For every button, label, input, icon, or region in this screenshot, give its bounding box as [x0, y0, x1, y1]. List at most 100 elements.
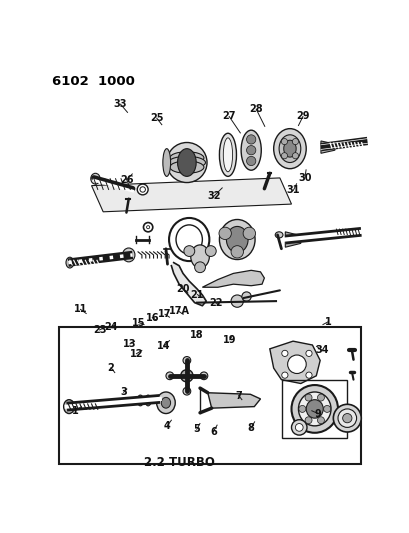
Text: 6102  1000: 6102 1000 [52, 75, 135, 88]
Ellipse shape [145, 395, 151, 406]
Ellipse shape [291, 419, 306, 435]
Text: 33: 33 [113, 99, 127, 109]
Circle shape [323, 406, 330, 413]
Ellipse shape [243, 227, 255, 239]
Ellipse shape [177, 149, 196, 176]
Ellipse shape [274, 232, 282, 238]
Text: 32: 32 [207, 191, 220, 201]
Ellipse shape [168, 156, 205, 168]
Circle shape [317, 394, 324, 401]
Text: 34: 34 [315, 345, 328, 356]
Ellipse shape [291, 385, 337, 433]
Polygon shape [171, 263, 206, 306]
Text: 25: 25 [150, 113, 163, 123]
Text: 14: 14 [157, 341, 171, 351]
Text: 5: 5 [193, 424, 200, 434]
Text: 6: 6 [209, 427, 216, 437]
Ellipse shape [337, 409, 356, 427]
Polygon shape [207, 393, 260, 408]
Ellipse shape [182, 387, 190, 395]
Polygon shape [202, 270, 264, 287]
Ellipse shape [190, 245, 209, 268]
Ellipse shape [298, 392, 330, 426]
Ellipse shape [169, 161, 203, 173]
Circle shape [143, 223, 153, 232]
Ellipse shape [246, 156, 255, 166]
Circle shape [231, 295, 243, 308]
Polygon shape [320, 141, 334, 154]
Ellipse shape [283, 140, 295, 157]
Text: 22: 22 [209, 298, 222, 308]
Ellipse shape [169, 218, 209, 261]
Circle shape [287, 355, 306, 374]
Polygon shape [285, 232, 300, 247]
Circle shape [205, 246, 216, 256]
Circle shape [194, 262, 205, 273]
Bar [281, 379, 346, 438]
Ellipse shape [219, 220, 254, 260]
Text: 23: 23 [92, 325, 106, 335]
Text: 4: 4 [164, 421, 170, 431]
Ellipse shape [218, 227, 231, 239]
Text: 7: 7 [235, 391, 241, 401]
Ellipse shape [137, 395, 143, 406]
Text: 13: 13 [123, 339, 137, 349]
Ellipse shape [200, 372, 207, 379]
Ellipse shape [166, 142, 207, 182]
Circle shape [137, 184, 148, 195]
Circle shape [305, 350, 311, 357]
Circle shape [139, 187, 145, 192]
Text: 16: 16 [145, 312, 159, 322]
Text: 1: 1 [324, 317, 331, 327]
Circle shape [281, 152, 287, 159]
Circle shape [146, 225, 149, 229]
Text: 17A: 17A [168, 306, 189, 317]
Text: 17: 17 [158, 309, 171, 319]
Text: 24: 24 [104, 321, 117, 332]
Ellipse shape [333, 405, 360, 432]
Bar [59, 327, 360, 464]
Text: 12: 12 [129, 349, 143, 359]
Ellipse shape [166, 372, 173, 379]
Ellipse shape [162, 149, 170, 176]
Ellipse shape [122, 248, 135, 262]
Text: 1: 1 [72, 406, 78, 416]
Text: 15: 15 [132, 318, 145, 327]
Text: 31: 31 [286, 185, 299, 196]
Polygon shape [269, 341, 319, 384]
Text: 18: 18 [189, 330, 203, 340]
Circle shape [184, 246, 194, 256]
Ellipse shape [246, 146, 255, 155]
Circle shape [281, 139, 287, 144]
Text: 27: 27 [222, 111, 235, 122]
Ellipse shape [90, 173, 100, 184]
Circle shape [304, 394, 311, 401]
Ellipse shape [279, 135, 300, 163]
Text: 2.2 TURBO: 2.2 TURBO [143, 456, 214, 470]
Ellipse shape [240, 130, 261, 170]
Ellipse shape [294, 424, 302, 431]
Ellipse shape [342, 414, 351, 423]
Text: 26: 26 [120, 175, 133, 185]
Ellipse shape [182, 357, 190, 364]
Text: 30: 30 [297, 173, 311, 183]
Ellipse shape [161, 398, 170, 408]
Circle shape [305, 372, 311, 378]
Circle shape [317, 417, 324, 424]
Ellipse shape [169, 152, 203, 164]
Text: 19: 19 [222, 335, 236, 345]
Ellipse shape [156, 392, 175, 414]
Ellipse shape [175, 225, 202, 254]
Circle shape [292, 139, 298, 144]
Text: 8: 8 [247, 423, 254, 433]
Circle shape [292, 152, 298, 159]
Ellipse shape [66, 257, 74, 268]
Ellipse shape [63, 400, 74, 414]
Circle shape [180, 370, 193, 382]
Text: 9: 9 [314, 409, 321, 418]
Ellipse shape [273, 128, 306, 168]
Polygon shape [91, 178, 291, 212]
Text: 3: 3 [120, 387, 127, 397]
Text: 20: 20 [176, 284, 189, 294]
Ellipse shape [223, 138, 232, 172]
